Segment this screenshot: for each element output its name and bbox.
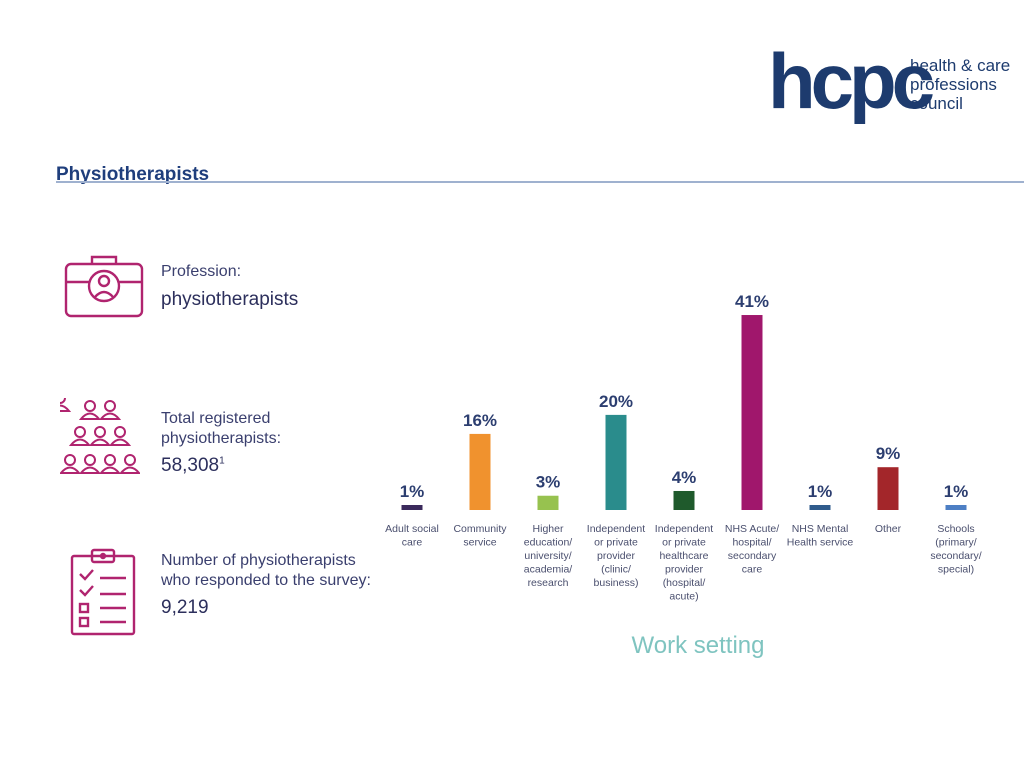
page-title: Physiotherapists (56, 164, 210, 185)
value-label-4: 4% (672, 468, 697, 487)
category-label-7: Other (875, 523, 902, 535)
hcpc-logo: hcpc health & care professions council (768, 36, 1010, 136)
bar-8 (945, 505, 967, 510)
registered-value: 58,3081 (161, 455, 225, 477)
category-label-4: Independent or private healthcare provider(… (655, 523, 713, 603)
value-label-1: 16% (463, 411, 497, 430)
value-label-2: 3% (536, 473, 561, 492)
value-label-0: 1% (400, 482, 425, 501)
bar-4 (673, 490, 695, 510)
briefcase-icon (64, 252, 144, 323)
bar-1 (469, 433, 491, 510)
bar-3 (605, 414, 627, 510)
responded-label-line-1: Number of physiotherapists (161, 552, 356, 569)
responded-label: Number of physiotherapists who responded… (161, 551, 371, 591)
checklist-icon (70, 548, 136, 641)
logo-line-2: professions (910, 75, 997, 94)
bar-6 (809, 505, 831, 510)
bar-2 (537, 495, 559, 510)
bar-5 (741, 315, 763, 510)
profession-value: physiotherapists (161, 289, 299, 310)
value-label-8: 1% (944, 482, 969, 501)
category-label-6: NHS Mental Health service (787, 523, 854, 549)
category-label-2: Higher education/university/academia/rese… (524, 523, 573, 589)
profession-label: Profession: (161, 263, 242, 280)
bar-0 (401, 505, 423, 510)
value-label-5: 41% (735, 292, 769, 311)
registered-label-line-1: Total registered (161, 410, 271, 427)
bar-7 (877, 467, 899, 510)
chart-caption: Work setting (631, 632, 765, 659)
category-label-5: NHS Acute/hospital/secondary care (725, 523, 779, 576)
title-divider (56, 181, 1024, 183)
logo-text: health & care professions council (910, 56, 1010, 113)
people-group-icon (48, 392, 140, 487)
value-label-7: 9% (876, 444, 901, 463)
work-setting-bar-chart: 1% Adult social care 16% Community service 3% H… (385, 292, 982, 603)
category-label-3: Independent or private provider (clinic/bus… (587, 523, 645, 589)
category-label-1: Community service (453, 523, 507, 549)
registered-label-line-2: physiotherapists: (161, 430, 282, 447)
value-label-3: 20% (599, 392, 633, 411)
registered-label: Total registered physiotherapists: (161, 409, 281, 449)
registered-footnote: 1 (219, 455, 225, 467)
responded-label-line-2: who responded to the survey: (161, 572, 371, 589)
category-label-8: Schools (primary/secondary/special) (930, 523, 981, 576)
category-label-0: Adult social care (385, 523, 439, 549)
responded-value: 9,219 (161, 597, 209, 618)
logo-mark: hcpc (768, 37, 935, 125)
registered-count: 58,308 (161, 455, 220, 476)
logo-line-1: health & care (910, 56, 1011, 75)
value-label-6: 1% (808, 482, 833, 501)
logo-line-3: council (910, 94, 963, 113)
